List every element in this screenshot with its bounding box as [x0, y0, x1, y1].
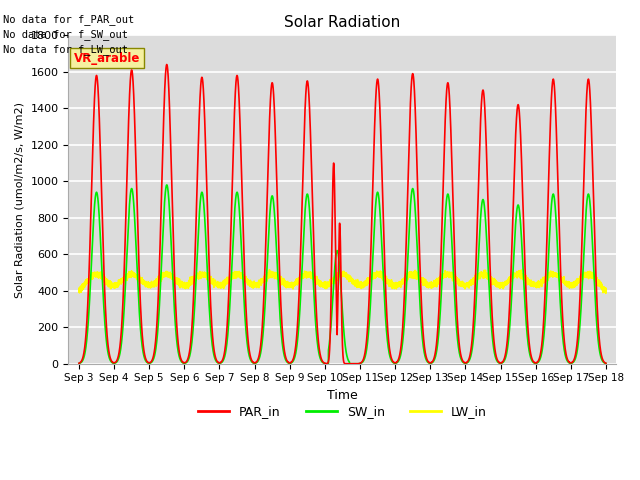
Text: VR_arable: VR_arable: [74, 52, 140, 65]
X-axis label: Time: Time: [327, 389, 358, 402]
Title: Solar Radiation: Solar Radiation: [284, 15, 401, 30]
Text: No data for f_LW_out: No data for f_LW_out: [3, 44, 128, 55]
Y-axis label: Solar Radiation (umol/m2/s, W/m2): Solar Radiation (umol/m2/s, W/m2): [15, 102, 25, 298]
Text: No data for f_PAR_out: No data for f_PAR_out: [3, 13, 134, 24]
Text: No data for f_SW_out: No data for f_SW_out: [3, 29, 128, 40]
Legend: PAR_in, SW_in, LW_in: PAR_in, SW_in, LW_in: [193, 400, 492, 423]
